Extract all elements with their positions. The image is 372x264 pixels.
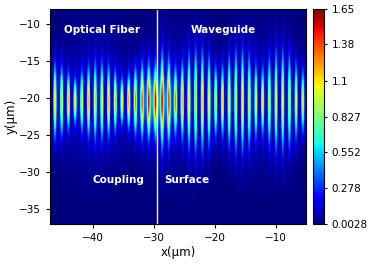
Y-axis label: y(μm): y(μm) xyxy=(5,99,18,134)
Text: Coupling: Coupling xyxy=(93,175,145,185)
Text: Waveguide: Waveguide xyxy=(191,25,256,35)
Text: Surface: Surface xyxy=(165,175,210,185)
Text: Optical Fiber: Optical Fiber xyxy=(64,25,140,35)
X-axis label: x(μm): x(μm) xyxy=(160,246,196,259)
